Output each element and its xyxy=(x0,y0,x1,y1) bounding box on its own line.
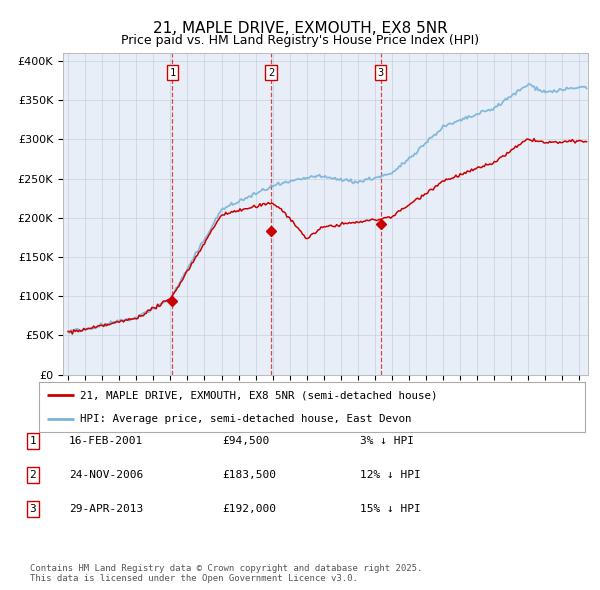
Text: 3: 3 xyxy=(29,504,37,514)
Text: 1: 1 xyxy=(29,436,37,445)
Text: 2: 2 xyxy=(268,68,274,78)
Text: 1: 1 xyxy=(169,68,176,78)
Text: 21, MAPLE DRIVE, EXMOUTH, EX8 5NR (semi-detached house): 21, MAPLE DRIVE, EXMOUTH, EX8 5NR (semi-… xyxy=(80,390,437,400)
Text: £192,000: £192,000 xyxy=(222,504,276,514)
Text: Contains HM Land Registry data © Crown copyright and database right 2025.
This d: Contains HM Land Registry data © Crown c… xyxy=(30,563,422,583)
Text: £94,500: £94,500 xyxy=(222,436,269,445)
Text: 24-NOV-2006: 24-NOV-2006 xyxy=(69,470,143,480)
Text: 3% ↓ HPI: 3% ↓ HPI xyxy=(360,436,414,445)
Text: HPI: Average price, semi-detached house, East Devon: HPI: Average price, semi-detached house,… xyxy=(80,414,412,424)
Text: £183,500: £183,500 xyxy=(222,470,276,480)
Text: 15% ↓ HPI: 15% ↓ HPI xyxy=(360,504,421,514)
Text: 3: 3 xyxy=(377,68,383,78)
Text: 2: 2 xyxy=(29,470,37,480)
Text: Price paid vs. HM Land Registry's House Price Index (HPI): Price paid vs. HM Land Registry's House … xyxy=(121,34,479,47)
Text: 21, MAPLE DRIVE, EXMOUTH, EX8 5NR: 21, MAPLE DRIVE, EXMOUTH, EX8 5NR xyxy=(152,21,448,36)
Text: 16-FEB-2001: 16-FEB-2001 xyxy=(69,436,143,445)
Text: 12% ↓ HPI: 12% ↓ HPI xyxy=(360,470,421,480)
Text: 29-APR-2013: 29-APR-2013 xyxy=(69,504,143,514)
